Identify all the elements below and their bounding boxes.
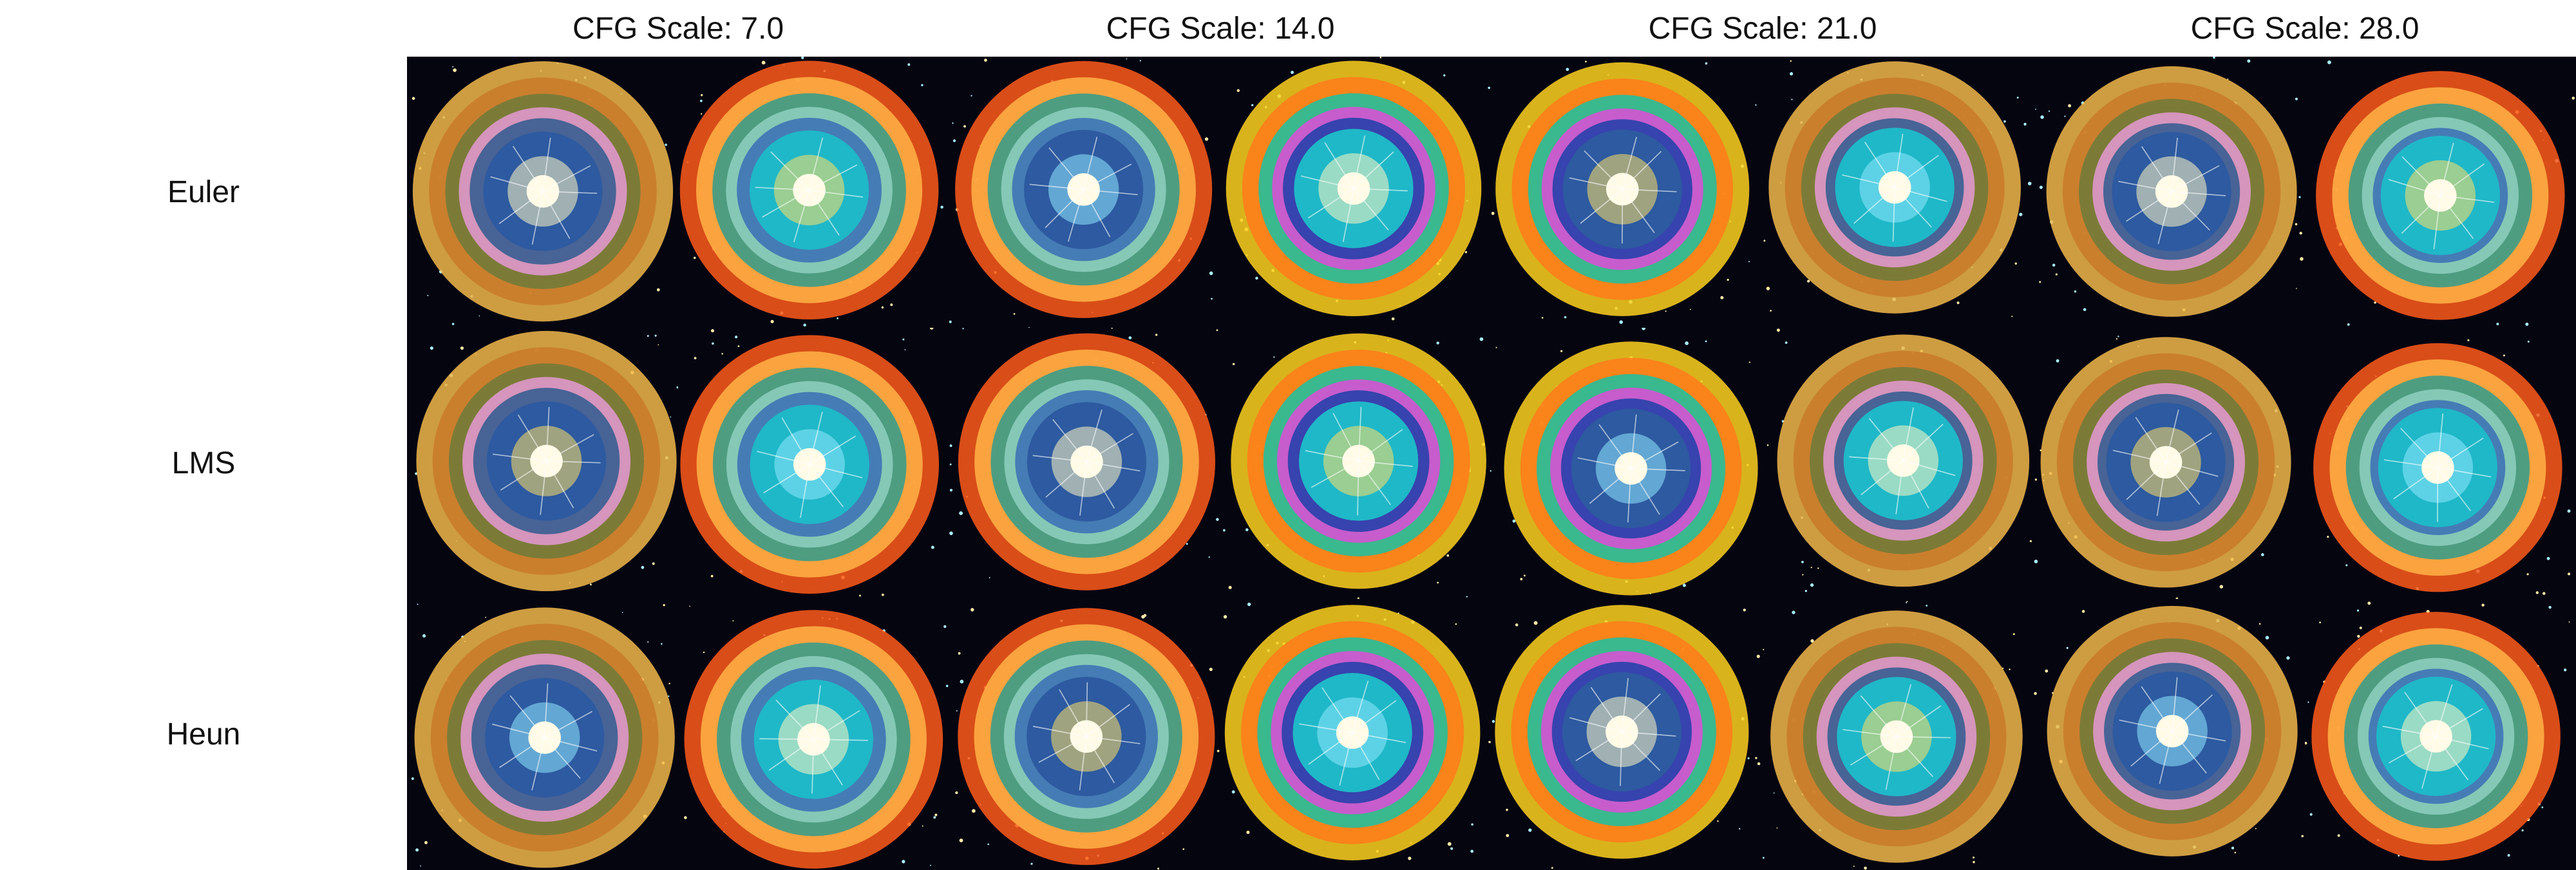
- row-label-euler: Euler: [167, 175, 240, 209]
- generated-image-art: [2034, 599, 2305, 870]
- generated-image-art: [1763, 328, 2034, 599]
- generated-image-art: [407, 599, 678, 870]
- generated-image-art: [2034, 328, 2305, 599]
- generated-image: [2305, 599, 2576, 870]
- generated-image: [407, 328, 678, 599]
- image-grid: [407, 57, 2576, 870]
- generated-image-art: [1763, 57, 2034, 328]
- generated-image-art: [1763, 599, 2034, 870]
- generated-image: [949, 328, 1220, 599]
- generated-image: [2034, 328, 2305, 599]
- column-header-cfg-21: CFG Scale: 21.0: [1648, 11, 1877, 46]
- generated-image-art: [678, 328, 949, 599]
- generated-image: [2305, 57, 2576, 328]
- generated-image-art: [949, 57, 1220, 328]
- generated-image-art: [1492, 599, 1763, 870]
- generated-image: [1220, 57, 1492, 328]
- generated-image-art: [2305, 57, 2576, 328]
- generated-image: [407, 57, 678, 328]
- generated-image-art: [1492, 57, 1763, 328]
- row-label-lms: LMS: [171, 446, 236, 480]
- generated-image: [678, 599, 949, 870]
- generated-image: [1763, 57, 2034, 328]
- generated-image: [678, 328, 949, 599]
- generated-image-art: [407, 328, 678, 599]
- generated-image: [1492, 328, 1763, 599]
- generated-image-art: [1220, 328, 1492, 599]
- generated-image-art: [2034, 57, 2305, 328]
- generated-image: [678, 57, 949, 328]
- generated-image-art: [2305, 599, 2576, 870]
- generated-image: [2305, 328, 2576, 599]
- generated-image-art: [949, 599, 1220, 870]
- generated-image: [407, 599, 678, 870]
- generated-image: [949, 599, 1220, 870]
- generated-image: [1763, 599, 2034, 870]
- generated-image: [1492, 57, 1763, 328]
- generated-image: [1220, 328, 1492, 599]
- row-label-heun: Heun: [166, 717, 241, 752]
- generated-image-art: [678, 57, 949, 328]
- generated-image: [2034, 599, 2305, 870]
- column-header-cfg-28: CFG Scale: 28.0: [2190, 11, 2420, 46]
- generated-image-art: [678, 599, 949, 870]
- column-header-cfg-7: CFG Scale: 7.0: [572, 11, 784, 46]
- column-header-cfg-14: CFG Scale: 14.0: [1106, 11, 1335, 46]
- generated-image: [2034, 57, 2305, 328]
- generated-image: [1492, 599, 1763, 870]
- generated-image-art: [1220, 57, 1492, 328]
- generated-image: [1763, 328, 2034, 599]
- generated-image-art: [949, 328, 1220, 599]
- generated-image-art: [2305, 328, 2576, 599]
- generated-image-art: [1492, 328, 1763, 599]
- generated-image: [1220, 599, 1492, 870]
- generated-image-art: [1220, 599, 1492, 870]
- generated-image-art: [407, 57, 678, 328]
- generated-image: [949, 57, 1220, 328]
